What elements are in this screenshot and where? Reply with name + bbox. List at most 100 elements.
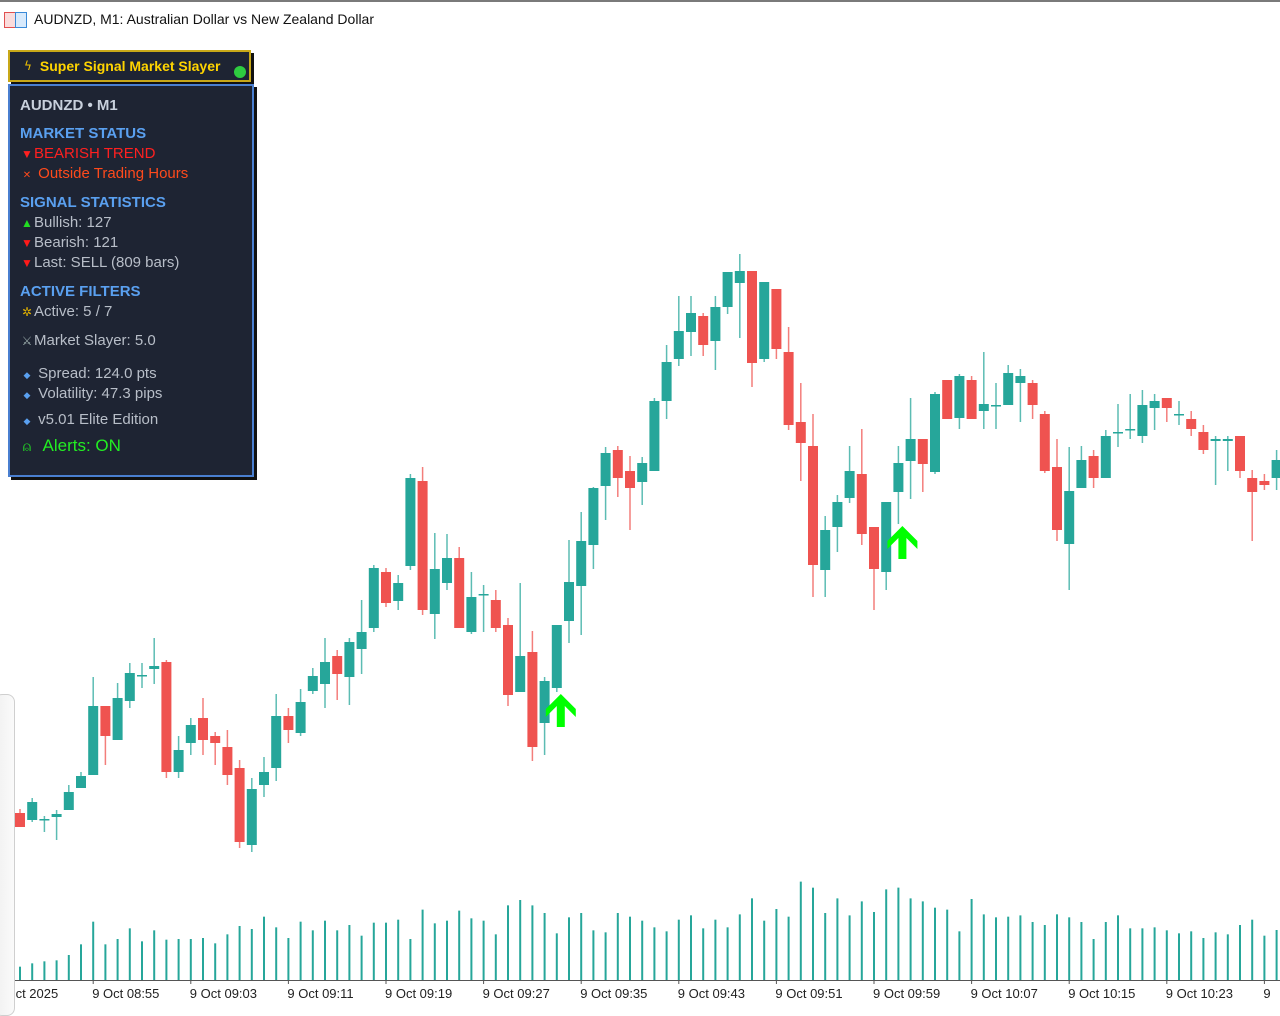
candle-body bbox=[1186, 419, 1197, 429]
candle-body bbox=[137, 675, 147, 677]
time-tick-label: 9 Oct 09:27 bbox=[483, 986, 550, 1001]
candle-body bbox=[1088, 456, 1099, 478]
candle-body bbox=[515, 656, 526, 692]
candle-body bbox=[722, 272, 733, 307]
candle-body bbox=[978, 404, 989, 411]
volatility-label: Volatility: 47.3 pips bbox=[38, 385, 163, 402]
candle-body bbox=[1247, 478, 1258, 492]
candle-body bbox=[710, 307, 721, 341]
candle-body bbox=[381, 572, 391, 603]
time-tick-label: 9 Oct 09:59 bbox=[873, 986, 940, 1001]
market-slayer-value: ⚔ Market Slayer: 5.0 bbox=[20, 332, 156, 349]
candle-body bbox=[88, 706, 99, 775]
candle-body bbox=[76, 776, 86, 788]
version-label: v5.01 Elite Edition bbox=[38, 411, 159, 428]
candle-body bbox=[307, 676, 318, 691]
buy-arrow-icon bbox=[545, 694, 576, 727]
cross-icon: ✕ bbox=[22, 170, 32, 181]
chart-window-icon bbox=[4, 11, 27, 28]
candle-body bbox=[1015, 376, 1026, 383]
candle-body bbox=[198, 718, 208, 740]
bullish-label: Bullish: 127 bbox=[34, 214, 112, 231]
candle-body bbox=[795, 422, 806, 443]
bullish-count: ▲Bullish: 127 bbox=[20, 214, 112, 231]
candle-body bbox=[1149, 401, 1160, 408]
diamond-icon: ◆ bbox=[23, 416, 31, 426]
candle-body bbox=[173, 750, 184, 772]
chart-title-bar: AUDNZD, M1: Australian Dollar vs New Zea… bbox=[4, 9, 374, 29]
candle-body bbox=[161, 662, 172, 772]
candle-body bbox=[1003, 373, 1014, 405]
buy-arrow-icon bbox=[887, 526, 918, 559]
side-window-edge bbox=[0, 694, 15, 1016]
bell-icon: ⍝ bbox=[22, 438, 32, 454]
candle-body bbox=[966, 380, 977, 419]
candle-body bbox=[771, 289, 782, 349]
candle-body bbox=[100, 706, 111, 736]
session-status: ✕ Outside Trading Hours bbox=[20, 165, 188, 182]
candle-body bbox=[466, 597, 477, 632]
candle-body bbox=[344, 642, 355, 677]
spread-value: ◆ Spread: 124.0 pts bbox=[20, 365, 157, 382]
candle-body bbox=[759, 282, 770, 359]
candle-body bbox=[429, 569, 440, 614]
session-label: Outside Trading Hours bbox=[38, 165, 189, 182]
indicator-info-panel: AUDNZD • M1 MARKET STATUS ▼BEARISH TREND… bbox=[8, 84, 254, 477]
candle-body bbox=[930, 394, 940, 472]
candle-body bbox=[1113, 432, 1123, 434]
candle-body bbox=[393, 583, 404, 601]
crossed-swords-icon: ⚔ bbox=[21, 334, 33, 348]
candle-body bbox=[51, 814, 62, 817]
window-top-border bbox=[0, 0, 1280, 2]
candle-body bbox=[625, 471, 635, 488]
candle-body bbox=[210, 736, 221, 743]
candle-body bbox=[63, 792, 74, 810]
candle-body bbox=[844, 471, 855, 498]
bearish-label: Bearish: 121 bbox=[34, 234, 119, 251]
candle-body bbox=[551, 625, 562, 688]
candle-body bbox=[686, 313, 696, 332]
time-tick-label: 9 Oct 09:03 bbox=[190, 986, 257, 1001]
signal-stats-heading: SIGNAL STATISTICS bbox=[20, 194, 166, 211]
candle-body bbox=[15, 813, 25, 827]
up-triangle-icon: ▲ bbox=[21, 216, 33, 230]
candle-body bbox=[1027, 383, 1038, 405]
candle-body bbox=[405, 478, 416, 566]
time-tick-label: 9 Oct 08:55 bbox=[92, 986, 159, 1001]
candle-body bbox=[246, 789, 257, 845]
candle-body bbox=[600, 453, 611, 486]
candle-body bbox=[612, 450, 623, 478]
candle-body bbox=[185, 725, 196, 743]
candle-body bbox=[112, 698, 123, 740]
indicator-name: Super Signal Market Slayer bbox=[39, 58, 221, 74]
candle-body bbox=[27, 802, 38, 820]
candle-body bbox=[490, 600, 501, 628]
time-tick-label: 9 Oct 09:19 bbox=[385, 986, 452, 1001]
candle-body bbox=[234, 768, 245, 842]
candle-body bbox=[588, 488, 599, 545]
last-signal-label: Last: SELL (809 bars) bbox=[34, 254, 180, 271]
indicator-panel-header[interactable]: ϟ Super Signal Market Slayer bbox=[8, 50, 251, 82]
candle-body bbox=[1235, 436, 1245, 471]
spread-label: Spread: 124.0 pts bbox=[38, 365, 157, 382]
candle-body bbox=[1052, 467, 1062, 530]
candle-body bbox=[1259, 481, 1270, 485]
candle-body bbox=[905, 439, 916, 461]
time-tick-label: 9 Oct 10:07 bbox=[971, 986, 1038, 1001]
alerts-status: ⍝ Alerts: ON bbox=[20, 436, 121, 456]
down-triangle-icon: ▼ bbox=[21, 236, 33, 250]
candle-body bbox=[539, 681, 550, 723]
candle-body bbox=[954, 376, 965, 418]
candle-body bbox=[1076, 460, 1087, 488]
diamond-icon: ◆ bbox=[23, 390, 31, 400]
lightning-icon: ϟ bbox=[24, 59, 32, 73]
candle-body bbox=[454, 558, 465, 628]
slayer-label: Market Slayer: 5.0 bbox=[34, 332, 156, 349]
candle-body bbox=[478, 594, 489, 596]
candle-body bbox=[527, 652, 538, 747]
candle-body bbox=[942, 380, 953, 419]
candle-body bbox=[124, 673, 135, 701]
candle-body bbox=[734, 271, 745, 283]
candle-body bbox=[649, 401, 660, 471]
